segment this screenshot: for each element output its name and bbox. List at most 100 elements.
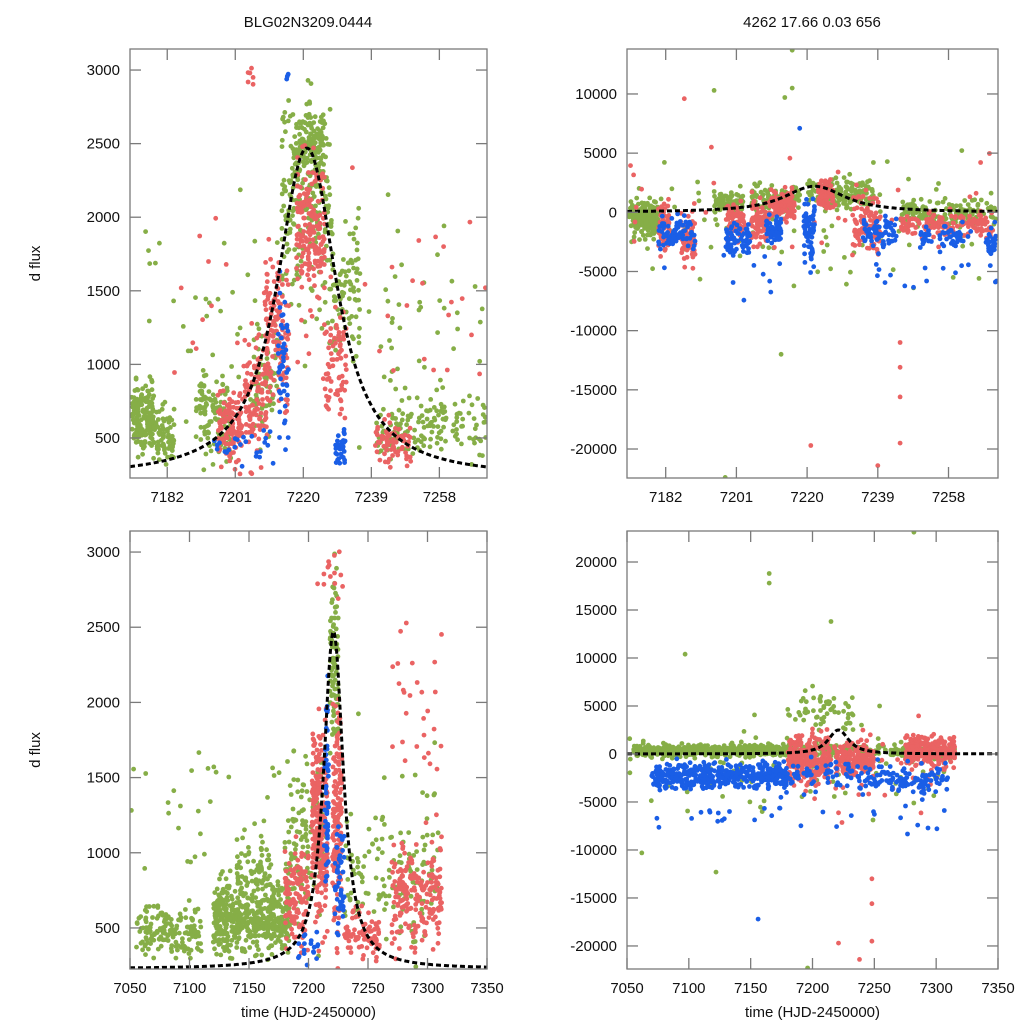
- data-point: [216, 942, 222, 947]
- data-point: [663, 232, 669, 238]
- data-point: [987, 250, 993, 255]
- data-point: [335, 726, 341, 732]
- data-point: [959, 263, 964, 269]
- data-point: [766, 245, 772, 251]
- data-point: [256, 436, 262, 442]
- data-point: [221, 897, 227, 903]
- data-point: [264, 351, 270, 357]
- data-point: [278, 376, 283, 382]
- data-point: [354, 266, 360, 272]
- data-point: [819, 240, 825, 246]
- data-point: [869, 238, 874, 244]
- data-point: [281, 177, 287, 183]
- data-point: [440, 385, 446, 390]
- data-point: [229, 364, 235, 369]
- data-point: [256, 869, 262, 875]
- data-point: [245, 272, 251, 278]
- data-point: [773, 190, 778, 196]
- data-point: [633, 224, 639, 230]
- data-point: [330, 318, 335, 324]
- data-point: [220, 382, 226, 388]
- data-point: [142, 444, 147, 449]
- data-point: [278, 939, 283, 944]
- data-point: [859, 183, 864, 189]
- data-point: [890, 232, 895, 238]
- data-point: [258, 465, 264, 470]
- data-point: [257, 415, 263, 421]
- y-tick-label: 5000: [584, 145, 617, 162]
- data-point: [236, 374, 242, 380]
- data-point: [930, 214, 936, 220]
- data-point: [873, 227, 879, 233]
- data-point: [327, 750, 333, 756]
- data-point: [223, 944, 229, 950]
- data-point: [320, 239, 326, 245]
- data-point: [293, 847, 298, 852]
- data-point: [859, 206, 864, 212]
- data-point: [258, 910, 264, 916]
- data-point: [265, 930, 271, 935]
- data-point: [390, 453, 395, 458]
- data-point: [419, 906, 425, 912]
- data-point: [335, 444, 341, 449]
- data-point: [155, 450, 161, 456]
- data-point: [335, 438, 340, 444]
- data-point: [223, 930, 229, 935]
- data-point: [871, 195, 877, 201]
- data-point: [255, 384, 261, 390]
- data-point: [196, 947, 201, 952]
- data-point: [769, 224, 774, 230]
- data-point: [926, 238, 931, 244]
- data-point: [279, 943, 285, 948]
- data-point: [930, 222, 936, 228]
- data-point: [138, 926, 144, 931]
- data-point: [270, 460, 276, 466]
- data-point: [940, 199, 946, 205]
- data-point: [268, 907, 273, 912]
- data-point: [875, 199, 881, 205]
- data-point: [353, 225, 359, 231]
- data-point: [842, 198, 848, 204]
- data-point: [181, 948, 187, 954]
- x-tick-label: 7239: [861, 489, 894, 506]
- data-point: [975, 201, 981, 207]
- data-point: [956, 231, 961, 237]
- data-point: [261, 877, 266, 883]
- data-point: [256, 902, 262, 908]
- data-point: [263, 307, 269, 313]
- data-point: [312, 114, 318, 120]
- data-point: [258, 410, 264, 416]
- data-point: [306, 277, 312, 283]
- data-point: [240, 948, 245, 954]
- data-point: [685, 243, 691, 249]
- data-point: [286, 839, 292, 845]
- data-point: [237, 859, 242, 865]
- data-point: [272, 933, 278, 939]
- data-point: [206, 259, 211, 264]
- data-point: [295, 177, 301, 183]
- data-point: [714, 198, 720, 203]
- data-point: [281, 388, 287, 394]
- data-point: [320, 153, 326, 159]
- data-point: [147, 261, 153, 266]
- data-point: [954, 203, 959, 209]
- data-point: [325, 371, 331, 377]
- data-point: [416, 419, 421, 425]
- data-point: [265, 919, 271, 924]
- data-point: [292, 134, 298, 140]
- data-point: [253, 929, 258, 935]
- data-point: [328, 379, 334, 384]
- data-point: [284, 335, 290, 341]
- data-point: [254, 882, 260, 887]
- data-point: [303, 113, 309, 118]
- series-blue: [211, 71, 348, 469]
- data-point: [243, 404, 249, 410]
- panel-bottom-left: 7050 7100 7150 7200 7250 7300 7350500100015002…: [27, 530, 504, 1021]
- data-point: [687, 235, 693, 241]
- data-point: [385, 313, 391, 319]
- data-point: [285, 392, 290, 398]
- data-point: [165, 933, 171, 939]
- data-point: [223, 415, 229, 421]
- data-point: [888, 272, 893, 278]
- data-point: [333, 610, 338, 615]
